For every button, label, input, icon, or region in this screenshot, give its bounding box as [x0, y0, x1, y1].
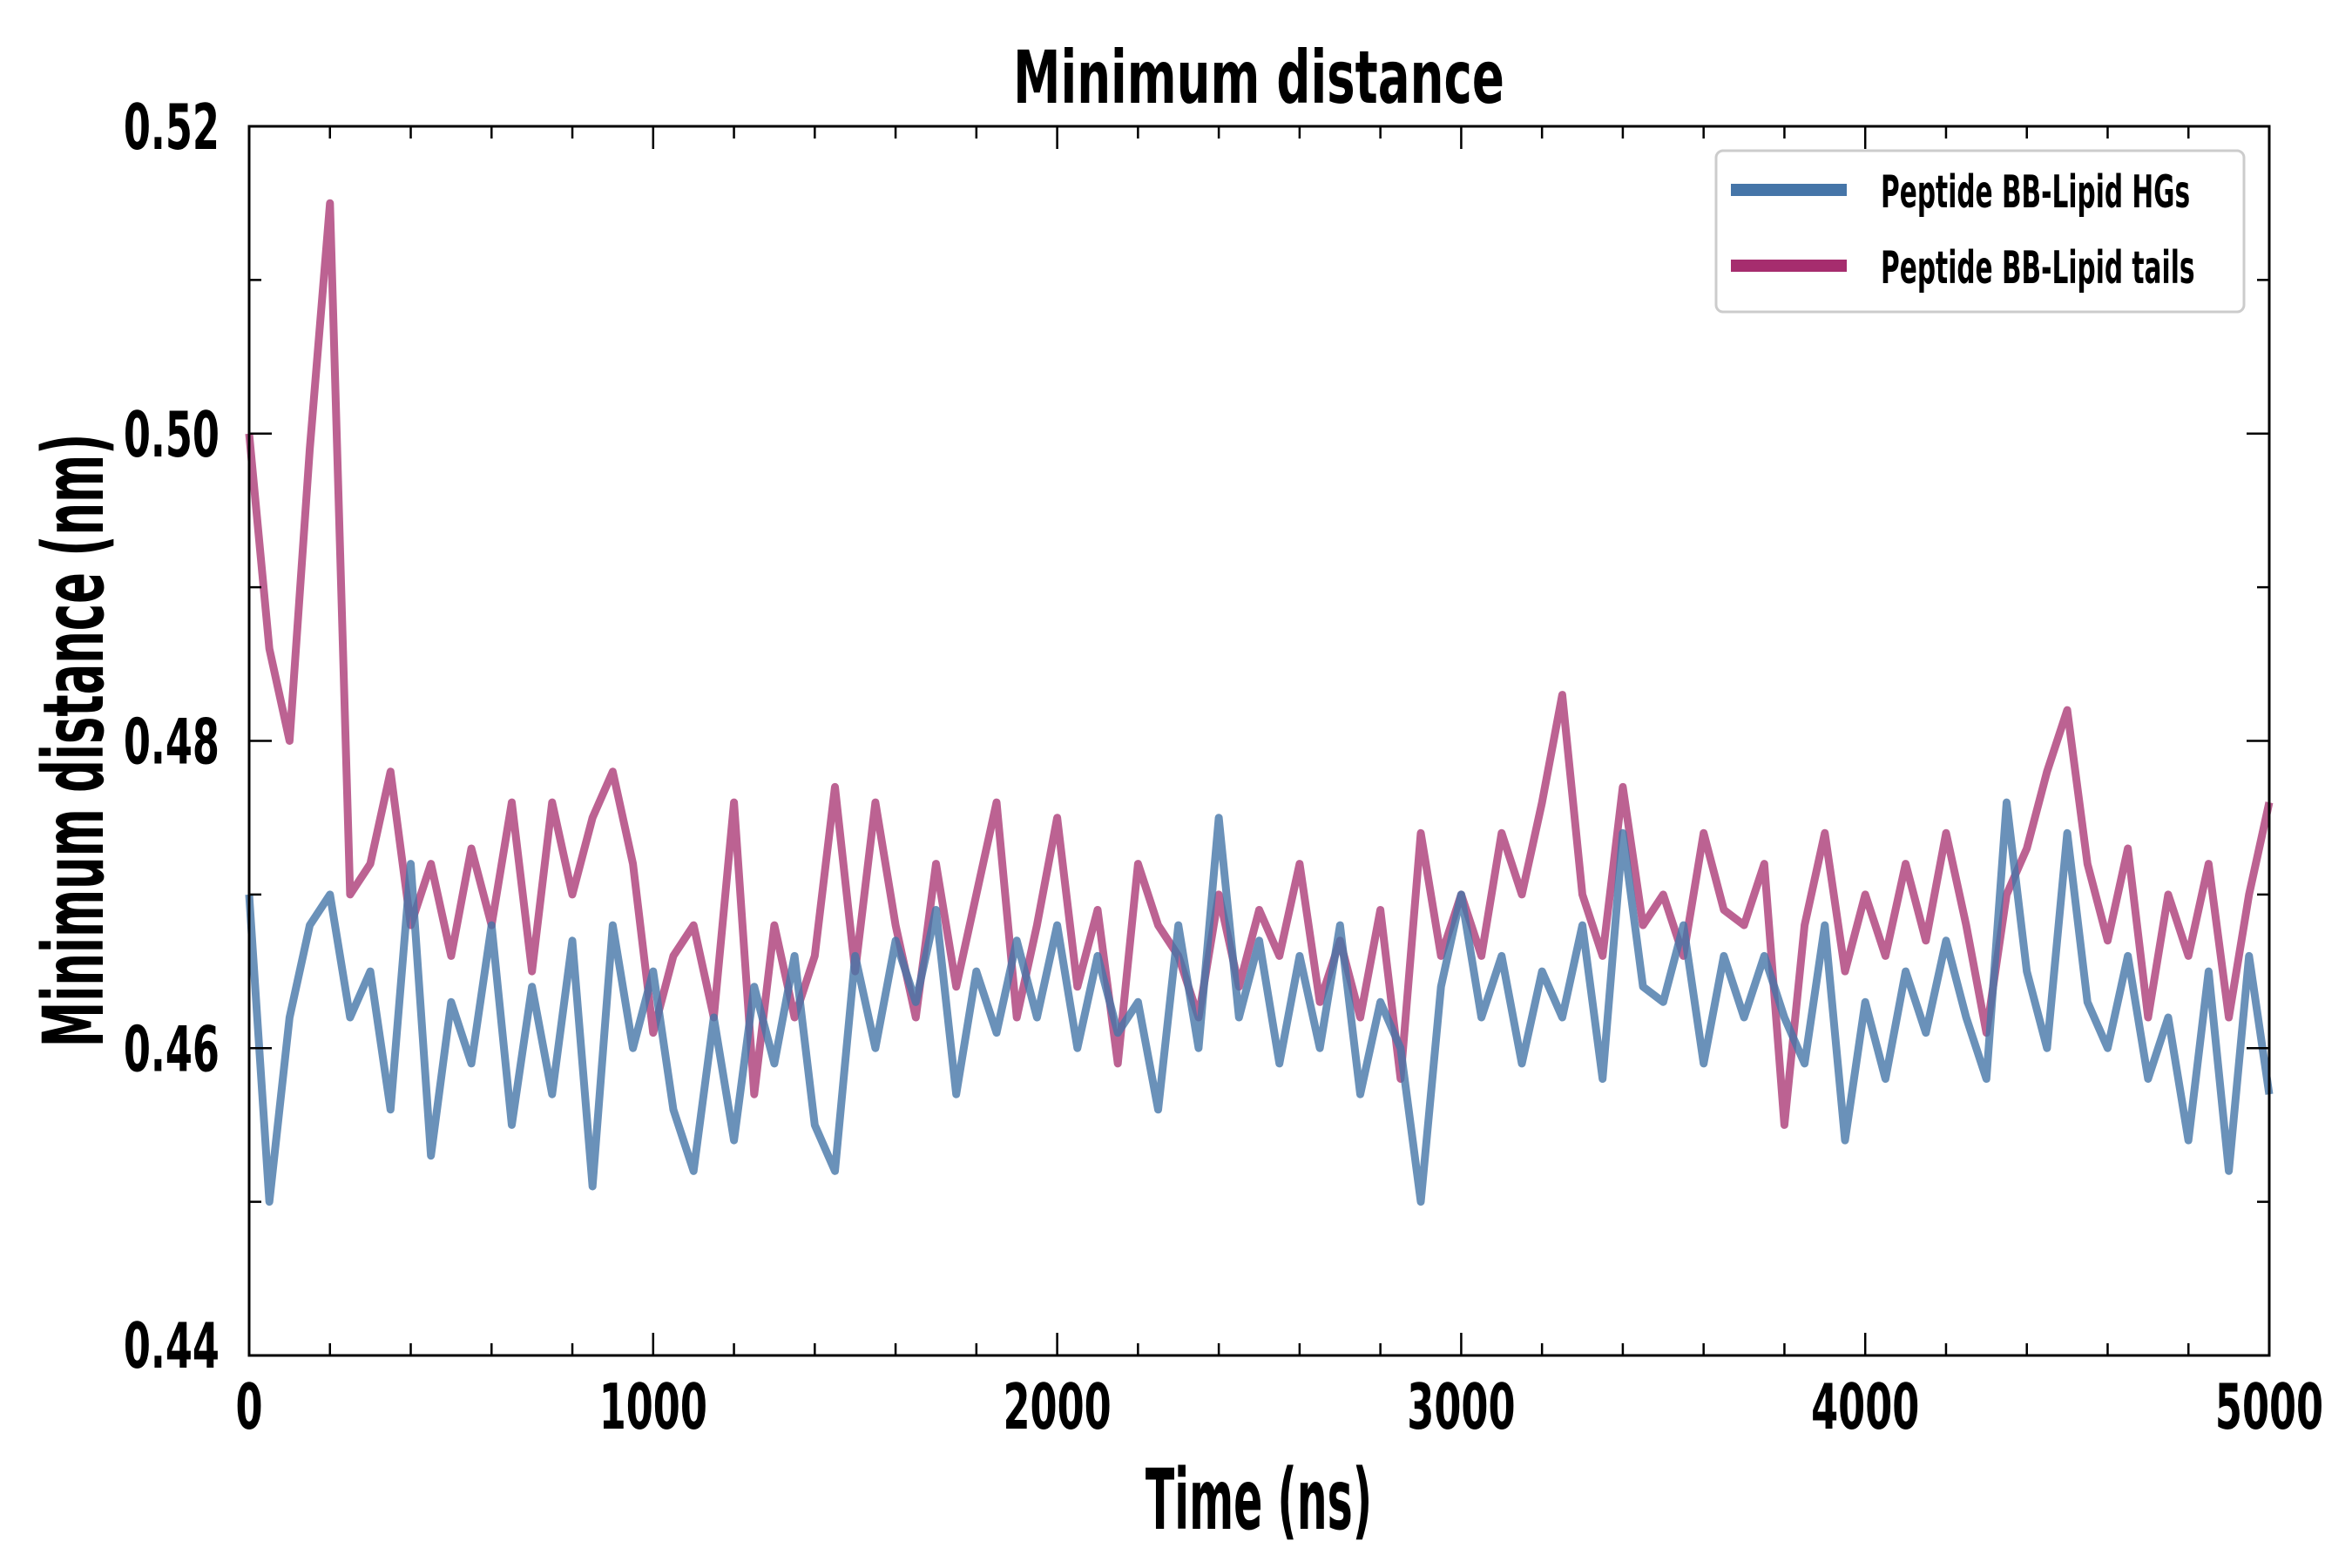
- y-axis-label: Minimum distance (nm): [26, 434, 124, 1047]
- x-tick-label: 4000: [1811, 1371, 1919, 1444]
- x-tick-label: 1000: [599, 1371, 707, 1444]
- y-tick-label: 0.44: [124, 1310, 220, 1383]
- legend-box: [1714, 149, 2246, 314]
- series-line-tails: [245, 199, 2274, 1129]
- x-axis-label: Time (ns): [1146, 1451, 1372, 1549]
- y-tick-label: 0.52: [124, 91, 220, 165]
- y-tick-label: 0.46: [124, 1013, 220, 1086]
- x-tick-label: 3000: [1407, 1371, 1515, 1444]
- chart-title: Minimum distance: [1013, 35, 1504, 120]
- tick-labels: 0 1000 2000 3000 4000 5000 0.44 0.46 0.48 0.50 0.5…: [124, 91, 2323, 1444]
- x-tick-label: 5000: [2215, 1371, 2323, 1444]
- y-tick-label: 0.50: [124, 399, 220, 472]
- y-tick-label: 0.48: [124, 706, 220, 779]
- legend-label-tails: Peptide BB-Lipid tails: [1881, 241, 2195, 294]
- plot-frame: [247, 125, 2271, 1357]
- x-tick-label: 2000: [1003, 1371, 1111, 1444]
- series-line-hgs: [245, 798, 2274, 1206]
- series-lines: [245, 199, 2274, 1206]
- legend-label-hgs: Peptide BB-Lipid HGs: [1881, 166, 2190, 218]
- x-tick-label: 0: [235, 1371, 262, 1444]
- legend: Peptide BB-Lipid HGs Peptide BB-Lipid ta…: [1714, 149, 2246, 314]
